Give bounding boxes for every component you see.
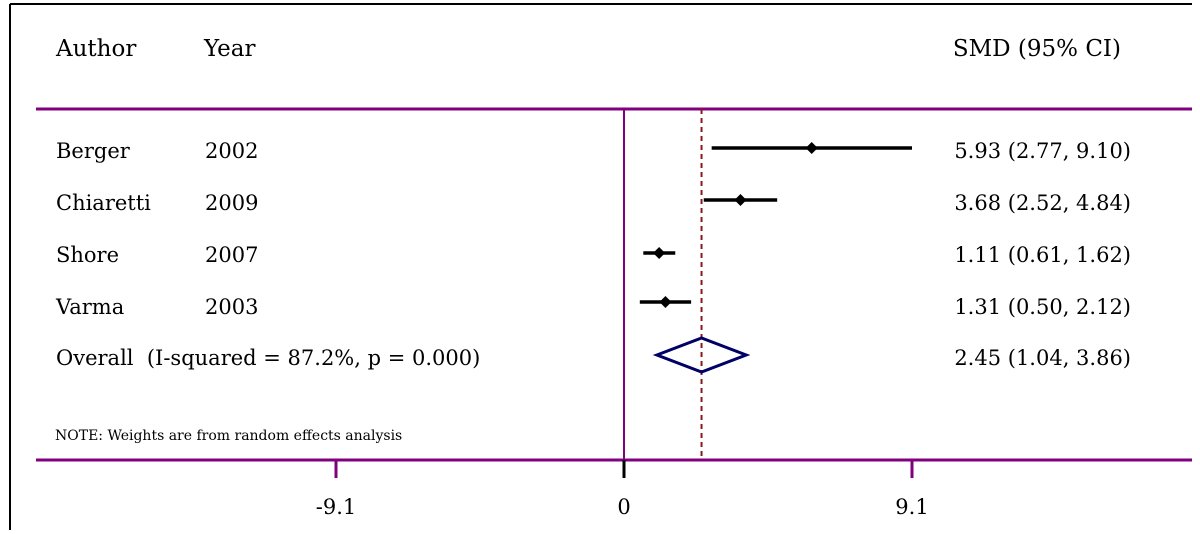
study-point-marker bbox=[734, 194, 747, 206]
study-estimate-label: 5.93 (2.77, 9.10) bbox=[954, 139, 1131, 163]
x-tick-label: -9.1 bbox=[316, 495, 357, 519]
study-point-marker bbox=[653, 247, 666, 259]
overall-diamond bbox=[652, 336, 751, 374]
study-author: Chiaretti bbox=[56, 191, 151, 215]
author-header: Author bbox=[55, 36, 136, 62]
study-author: Varma bbox=[55, 295, 124, 319]
study-year: 2003 bbox=[205, 295, 258, 319]
x-tick-label: 9.1 bbox=[895, 495, 928, 519]
year-header: Year bbox=[203, 36, 256, 62]
weights-note: NOTE: Weights are from random effects an… bbox=[55, 428, 402, 444]
study-year: 2009 bbox=[205, 191, 258, 215]
study-estimate-label: 3.68 (2.52, 4.84) bbox=[954, 191, 1131, 215]
study-year: 2002 bbox=[205, 139, 258, 163]
study-point-marker bbox=[805, 142, 818, 154]
overall-label: Overall (I-squared = 87.2%, p = 0.000) bbox=[56, 346, 480, 370]
overall-estimate-label: 2.45 (1.04, 3.86) bbox=[954, 346, 1131, 370]
plot-marks: -9.1 0 9.1 bbox=[316, 109, 929, 519]
study-estimate-label: 1.31 (0.50, 2.12) bbox=[954, 295, 1131, 319]
study-year: 2007 bbox=[205, 243, 258, 267]
study-labels: Berger 2002 5.93 (2.77, 9.10) Chiaretti … bbox=[55, 139, 1131, 370]
study-author: Berger bbox=[56, 139, 131, 163]
study-point-marker bbox=[659, 296, 672, 308]
x-tick-label: 0 bbox=[617, 495, 630, 519]
study-estimate-label: 1.11 (0.61, 1.62) bbox=[954, 243, 1131, 267]
study-author: Shore bbox=[56, 243, 119, 267]
effect-header: SMD (95% CI) bbox=[953, 36, 1121, 62]
